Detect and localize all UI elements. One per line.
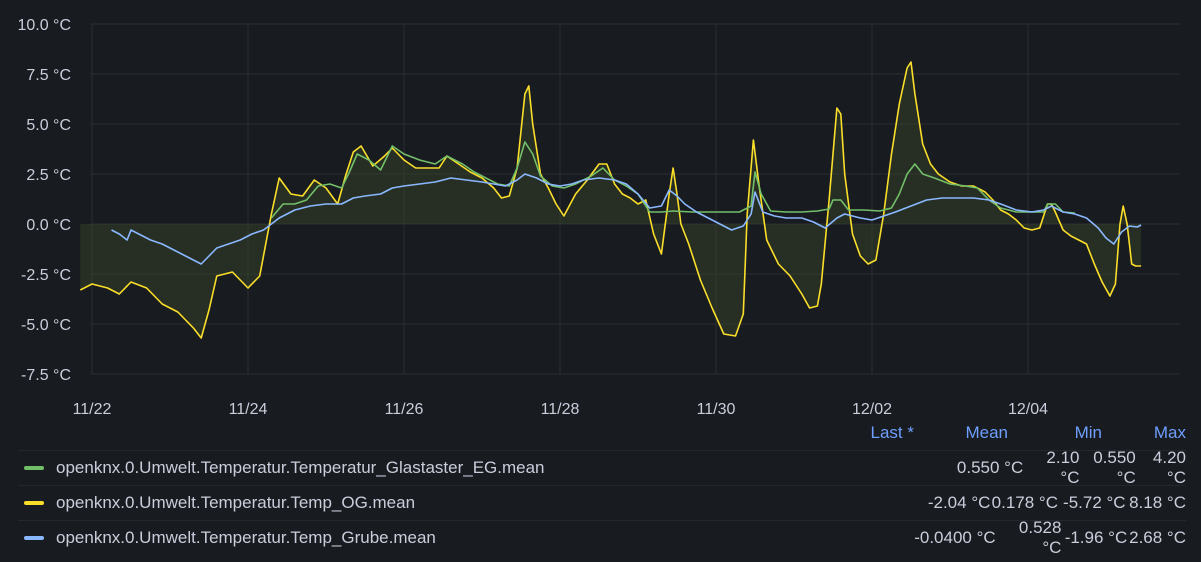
- y-tick-label: 5.0 °C: [26, 117, 71, 134]
- legend-header: Last * Mean Min Max: [18, 416, 1186, 450]
- y-tick-label: -2.5 °C: [21, 267, 71, 284]
- y-axis-ticks: 10.0 °C 7.5 °C 5.0 °C 2.5 °C 0.0 °C -2.5 °C -5…: [17, 17, 71, 384]
- series-line[interactable]: [111, 173, 1142, 265]
- legend-header-min[interactable]: Min: [1074, 423, 1102, 442]
- legend-max-value: 8.18 °C: [1129, 493, 1186, 512]
- legend-series-name[interactable]: openknx.0.Umwelt.Temperatur.Temp_OG.mean: [56, 493, 416, 512]
- y-tick-label: 7.5 °C: [26, 67, 71, 84]
- legend-last-value: -0.0400 °C: [914, 528, 996, 547]
- series-area-fill: [80, 62, 1142, 338]
- x-tick-label: 11/30: [697, 401, 736, 418]
- y-tick-label: -7.5 °C: [21, 367, 71, 384]
- legend-header-last[interactable]: Last *: [870, 423, 914, 442]
- x-tick-label: 12/04: [1008, 401, 1048, 418]
- series-line[interactable]: [270, 141, 1075, 219]
- legend-min-value: 0.550 °C: [1093, 448, 1136, 487]
- x-axis-ticks: 11/22 11/24 11/26 11/28 11/30 12/02 12/04: [73, 401, 1049, 418]
- legend-min-value: -5.72 °C: [1063, 493, 1126, 512]
- y-tick-label: 10.0 °C: [17, 17, 71, 34]
- legend-series-name[interactable]: openknx.0.Umwelt.Temperatur.Temperatur_G…: [56, 458, 545, 477]
- legend-mean-value: 2.10 °C: [1046, 448, 1080, 487]
- legend-row-glastaster[interactable]: openknx.0.Umwelt.Temperatur.Temperatur_G…: [18, 448, 1186, 487]
- chart-series: [79, 61, 1142, 339]
- y-tick-label: 0.0 °C: [26, 217, 71, 234]
- legend-last-value: 0.550 °C: [956, 458, 1024, 477]
- x-tick-label: 12/02: [852, 401, 892, 418]
- x-tick-label: 11/22: [73, 401, 112, 418]
- series-color-swatch: [24, 536, 44, 540]
- chart-grid: [90, 23, 1180, 375]
- x-tick-label: 11/24: [229, 401, 268, 418]
- series-color-swatch: [24, 501, 44, 505]
- legend-last-value: -2.04 °C: [927, 493, 991, 512]
- series-color-swatch: [24, 466, 44, 470]
- legend-header-max[interactable]: Max: [1153, 423, 1186, 442]
- y-tick-label: 2.5 °C: [26, 167, 71, 184]
- legend-series-name[interactable]: openknx.0.Umwelt.Temperatur.Temp_Grube.m…: [56, 528, 436, 547]
- legend-mean-value: 0.178 °C: [991, 493, 1058, 512]
- legend-mean-value: 0.528 °C: [1018, 518, 1062, 557]
- legend-min-value: -1.96 °C: [1064, 528, 1128, 547]
- legend-row-temp-og[interactable]: openknx.0.Umwelt.Temperatur.Temp_OG.mean…: [18, 485, 1186, 520]
- legend-table: Last * Mean Min Max openknx.0.Umwelt.Tem…: [18, 416, 1187, 557]
- legend-row-temp-grube[interactable]: openknx.0.Umwelt.Temperatur.Temp_Grube.m…: [18, 518, 1187, 557]
- x-tick-label: 11/26: [385, 401, 424, 418]
- x-tick-label: 11/28: [541, 401, 580, 418]
- legend-max-value: 4.20 °C: [1152, 448, 1186, 487]
- series-line[interactable]: [79, 61, 1142, 339]
- time-series-chart: 10.0 °C 7.5 °C 5.0 °C 2.5 °C 0.0 °C -2.5 °C -5…: [17, 17, 1180, 418]
- legend-max-value: 2.68 °C: [1129, 528, 1187, 547]
- y-tick-label: -5.0 °C: [21, 317, 71, 334]
- legend-header-mean[interactable]: Mean: [965, 423, 1008, 442]
